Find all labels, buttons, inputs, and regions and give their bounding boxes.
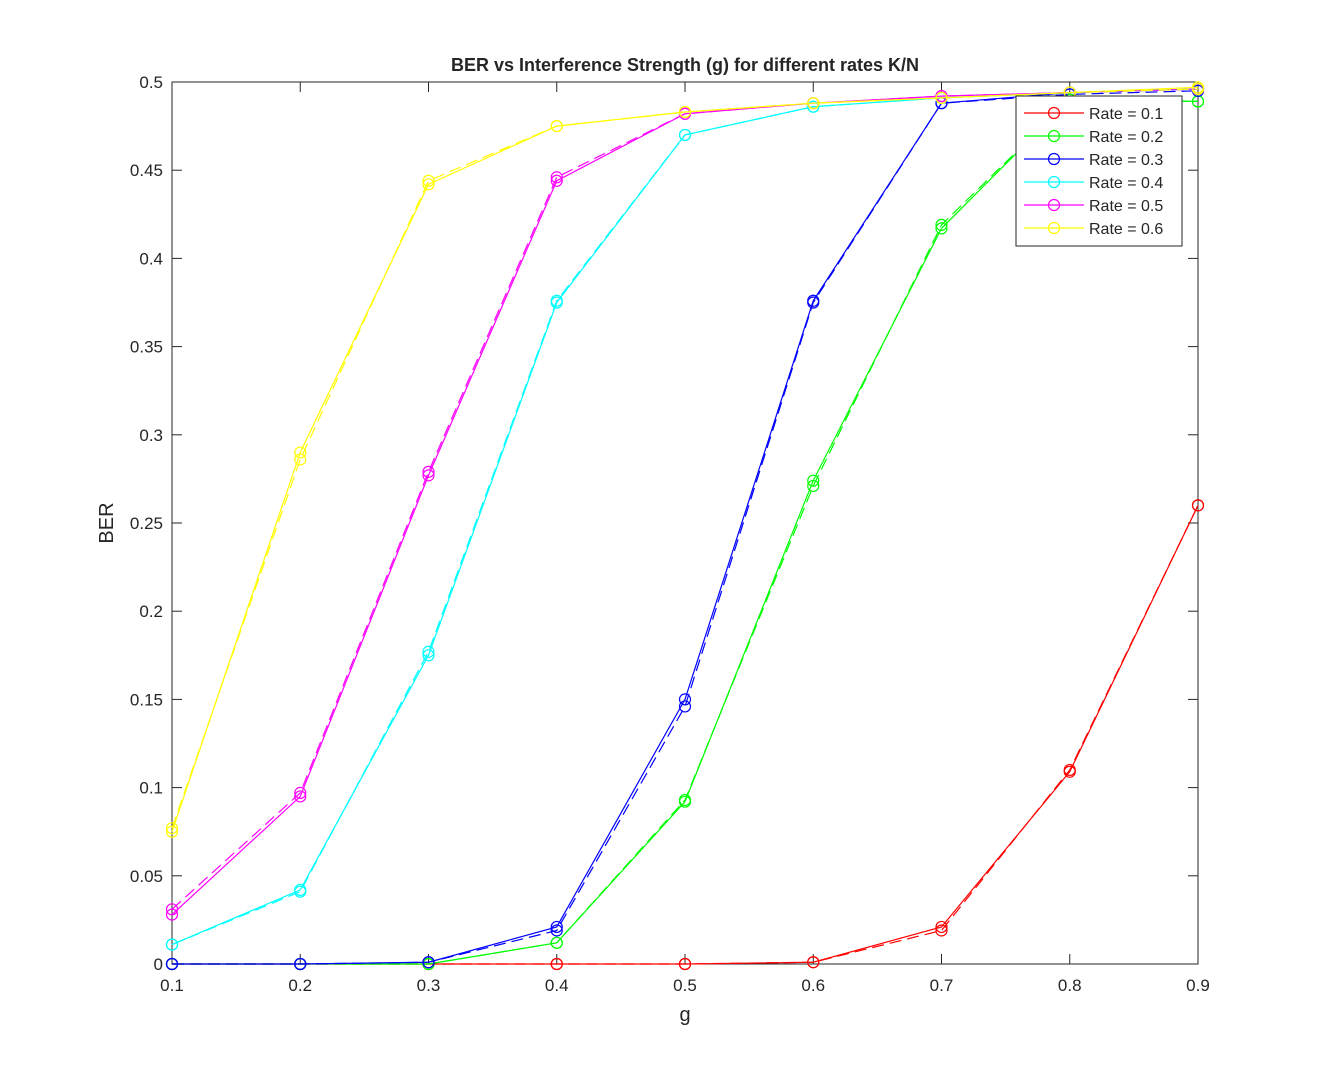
- axis-ticks: 0.1 0.2 0.3 0.4 0.5 0.6 0.7 0.8 0.9 0 0.05 0.1 0.15 0…: [130, 73, 1210, 995]
- chart-title: BER vs Interference Strength (g) for dif…: [451, 55, 919, 75]
- data-point-dashed: [294, 786, 307, 799]
- x-tick-label: 0.2: [288, 976, 312, 995]
- legend-label: Rate = 0.5: [1089, 198, 1163, 215]
- data-point: [678, 105, 692, 119]
- x-tick-label: 0.8: [1058, 976, 1082, 995]
- y-tick-label: 0.05: [130, 867, 163, 886]
- y-tick-label: 0.5: [139, 73, 163, 92]
- x-tick-label: 0.3: [417, 976, 441, 995]
- data-point: [678, 128, 692, 142]
- data-point-dashed: [550, 924, 563, 937]
- data-point: [807, 294, 820, 307]
- x-tick-label: 0.6: [801, 976, 825, 995]
- data-point: [807, 956, 820, 969]
- data-point-dashed: [678, 700, 692, 713]
- data-point: [678, 795, 692, 808]
- data-point: [550, 936, 563, 949]
- data-point: [678, 693, 692, 706]
- data-point: [550, 296, 563, 309]
- legend-entry: Rate = 0.1: [1024, 106, 1163, 123]
- data-point-dashed: [422, 645, 435, 658]
- data-point: [422, 469, 435, 482]
- x-axis-label: g: [679, 1004, 690, 1026]
- legend-entry: Rate = 0.4: [1024, 175, 1163, 192]
- data-point-dashed: [165, 903, 179, 916]
- legend-entry: Rate = 0.6: [1024, 221, 1163, 238]
- data-point-dashed: [294, 453, 307, 466]
- data-point-dashed: [935, 218, 948, 231]
- data-point: [807, 97, 820, 110]
- legend-marker: [1047, 221, 1061, 235]
- data-point-dashed: [807, 479, 820, 493]
- y-tick-label: 0.15: [130, 690, 163, 709]
- y-tick-label: 0.25: [130, 514, 163, 533]
- y-tick-label: 0.45: [130, 161, 163, 180]
- series-rate-6: [165, 81, 1205, 838]
- data-point: [422, 956, 435, 969]
- y-tick-label: 0: [154, 955, 163, 974]
- legend-label: Rate = 0.6: [1089, 221, 1163, 238]
- x-tick-label: 0.4: [545, 976, 569, 995]
- x-tick-label: 0.9: [1186, 976, 1210, 995]
- legend-marker: [1047, 198, 1061, 212]
- data-point: [550, 957, 563, 971]
- data-point: [807, 100, 820, 113]
- x-tick-label: 0.5: [673, 976, 697, 995]
- legend-marker: [1047, 106, 1061, 120]
- data-point: [807, 474, 820, 487]
- legend-entry: Rate = 0.2: [1024, 129, 1163, 146]
- legend-marker: [1047, 152, 1061, 166]
- data-point: [935, 91, 948, 104]
- data-point-dashed: [935, 924, 948, 937]
- legend-marker: [1047, 129, 1061, 143]
- y-tick-label: 0.1: [139, 779, 163, 798]
- data-point: [1191, 81, 1205, 94]
- data-point: [550, 920, 563, 934]
- legend-label: Rate = 0.4: [1089, 175, 1163, 192]
- data-point: [422, 178, 435, 191]
- data-point-dashed: [422, 174, 435, 187]
- data-point: [935, 222, 948, 235]
- data-point: [1063, 765, 1076, 778]
- data-point: [1191, 499, 1205, 512]
- legend: Rate = 0.1 Rate = 0.2 Rate = 0.3 Rate = 0.4…: [1015, 95, 1183, 247]
- data-point: [165, 957, 179, 971]
- data-point: [294, 957, 307, 971]
- legend-label: Rate = 0.3: [1089, 152, 1163, 169]
- legend-marker: [1047, 175, 1061, 189]
- data-point: [165, 938, 179, 951]
- data-point: [294, 790, 307, 803]
- y-tick-label: 0.3: [139, 426, 163, 445]
- legend-label: Rate = 0.2: [1089, 129, 1163, 146]
- legend-box: [1015, 95, 1183, 247]
- x-tick-label: 0.7: [930, 976, 954, 995]
- data-point: [550, 174, 563, 187]
- data-point: [165, 908, 179, 921]
- data-point: [165, 825, 179, 838]
- y-tick-label: 0.35: [130, 338, 163, 357]
- data-point: [422, 649, 435, 662]
- x-tick-label: 0.1: [160, 976, 184, 995]
- legend-entry: Rate = 0.3: [1024, 152, 1163, 169]
- data-point: [294, 883, 307, 897]
- data-point: [935, 920, 948, 934]
- data-point: [678, 957, 692, 971]
- legend-entry: Rate = 0.5: [1024, 198, 1163, 215]
- y-axis-label: BER: [96, 502, 118, 543]
- series-line: [171, 86, 1199, 832]
- data-point: [550, 119, 563, 133]
- y-tick-label: 0.4: [139, 249, 163, 268]
- data-point: [294, 446, 307, 459]
- data-point-dashed: [550, 171, 563, 184]
- legend-label: Rate = 0.1: [1089, 106, 1163, 123]
- data-point-dashed: [422, 465, 435, 478]
- data-point-dashed: [165, 822, 179, 835]
- y-tick-label: 0.2: [139, 602, 163, 621]
